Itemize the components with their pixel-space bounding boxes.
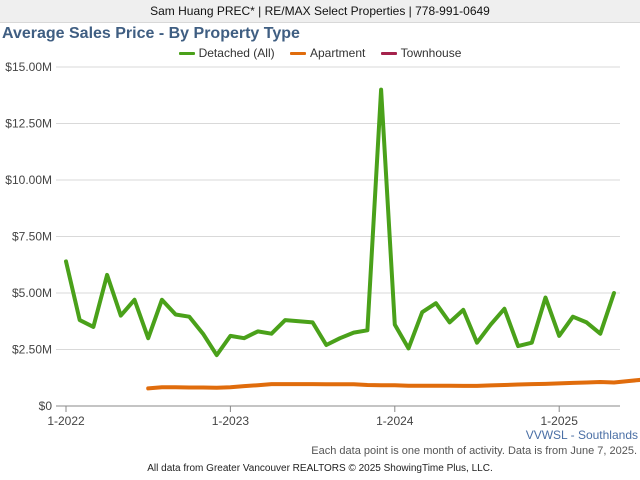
legend-label-detached: Detached (All) bbox=[198, 46, 275, 60]
agent-banner: Sam Huang PREC* | RE/MAX Select Properti… bbox=[0, 0, 640, 23]
region-label: VVWSL - Southlands bbox=[525, 428, 638, 442]
y-tick-label: $12.50M bbox=[5, 117, 52, 131]
legend-swatch-detached bbox=[178, 52, 195, 56]
x-tick-label: 1-2025 bbox=[541, 414, 579, 428]
series-line-detached-all bbox=[64, 87, 616, 358]
y-tick-label: $2.50M bbox=[12, 343, 52, 357]
x-tick-label: 1-2023 bbox=[212, 414, 250, 428]
legend-label-townhouse: Townhouse bbox=[400, 46, 462, 60]
y-tick-label: $0 bbox=[39, 399, 53, 413]
series-line-apartment bbox=[146, 377, 640, 391]
y-tick-label: $5.00M bbox=[12, 286, 52, 300]
legend-label-apartment: Apartment bbox=[309, 46, 366, 60]
legend-swatch-apartment bbox=[289, 52, 306, 56]
legend-swatch-townhouse bbox=[380, 52, 397, 56]
data-note: Each data point is one month of activity… bbox=[311, 445, 637, 457]
y-tick-label: $7.50M bbox=[12, 230, 52, 244]
legend-item-detached[interactable]: Detached (All) bbox=[178, 46, 275, 60]
y-tick-label: $15.00M bbox=[5, 60, 52, 74]
x-tick-label: 1-2024 bbox=[376, 414, 414, 428]
x-tick-label: 1-2022 bbox=[47, 414, 85, 428]
legend-item-apartment[interactable]: Apartment bbox=[289, 46, 366, 60]
y-tick-label: $10.00M bbox=[5, 173, 52, 187]
chart-title: Average Sales Price - By Property Type bbox=[2, 25, 300, 42]
data-source-footer: All data from Greater Vancouver REALTORS… bbox=[147, 463, 493, 474]
chart-legend: Detached (All) Apartment Townhouse bbox=[0, 46, 640, 62]
legend-item-townhouse[interactable]: Townhouse bbox=[380, 46, 462, 60]
